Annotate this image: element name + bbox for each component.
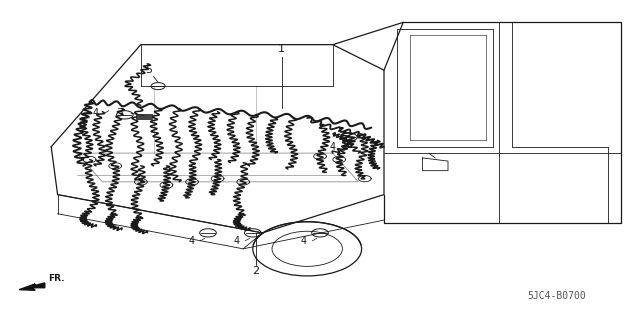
Text: 5: 5 bbox=[145, 65, 152, 75]
Bar bbox=[136, 114, 152, 119]
Text: FR.: FR. bbox=[48, 274, 65, 283]
Text: 5JC4-B0700: 5JC4-B0700 bbox=[527, 292, 586, 301]
Text: 2: 2 bbox=[252, 266, 260, 276]
Text: 4: 4 bbox=[330, 142, 336, 152]
Text: 3: 3 bbox=[116, 108, 124, 118]
Text: 4: 4 bbox=[234, 236, 240, 246]
Polygon shape bbox=[19, 283, 45, 290]
Text: 4: 4 bbox=[93, 108, 99, 118]
Text: 1: 1 bbox=[278, 44, 285, 54]
Text: 4: 4 bbox=[301, 236, 307, 246]
Text: 4: 4 bbox=[189, 236, 195, 246]
